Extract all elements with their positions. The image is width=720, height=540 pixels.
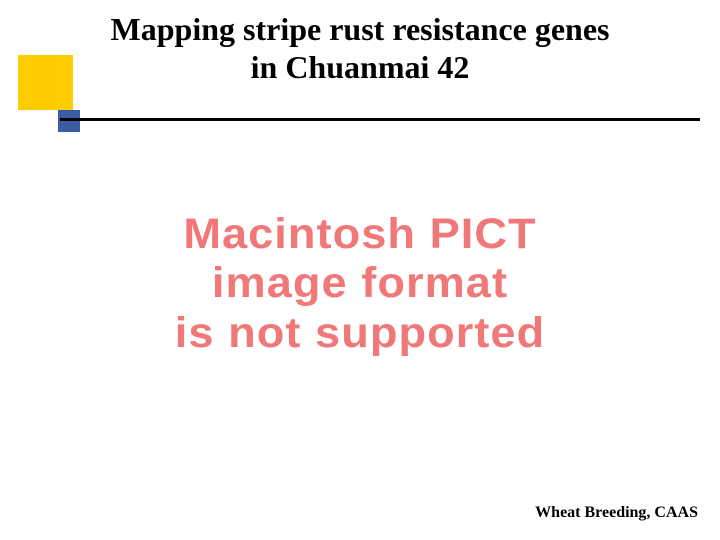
accent-decoration: [18, 55, 103, 110]
slide-container: Mapping stripe rust resistance genes in …: [0, 0, 720, 540]
slide-title: Mapping stripe rust resistance genes in …: [60, 10, 660, 87]
title-area: Mapping stripe rust resistance genes in …: [0, 10, 720, 87]
blue-square-icon: [58, 110, 80, 132]
yellow-square-icon: [18, 55, 73, 110]
pict-error-message: Macintosh PICT image format is not suppo…: [0, 210, 720, 358]
title-line-2: in Chuanmai 42: [251, 49, 470, 85]
error-line-3: is not supported: [0, 309, 720, 358]
horizontal-divider: [60, 118, 700, 121]
error-line-1: Macintosh PICT: [0, 210, 720, 259]
footer-text: Wheat Breeding, CAAS: [535, 504, 698, 522]
error-line-2: image format: [0, 259, 720, 308]
title-line-1: Mapping stripe rust resistance genes: [111, 11, 610, 47]
